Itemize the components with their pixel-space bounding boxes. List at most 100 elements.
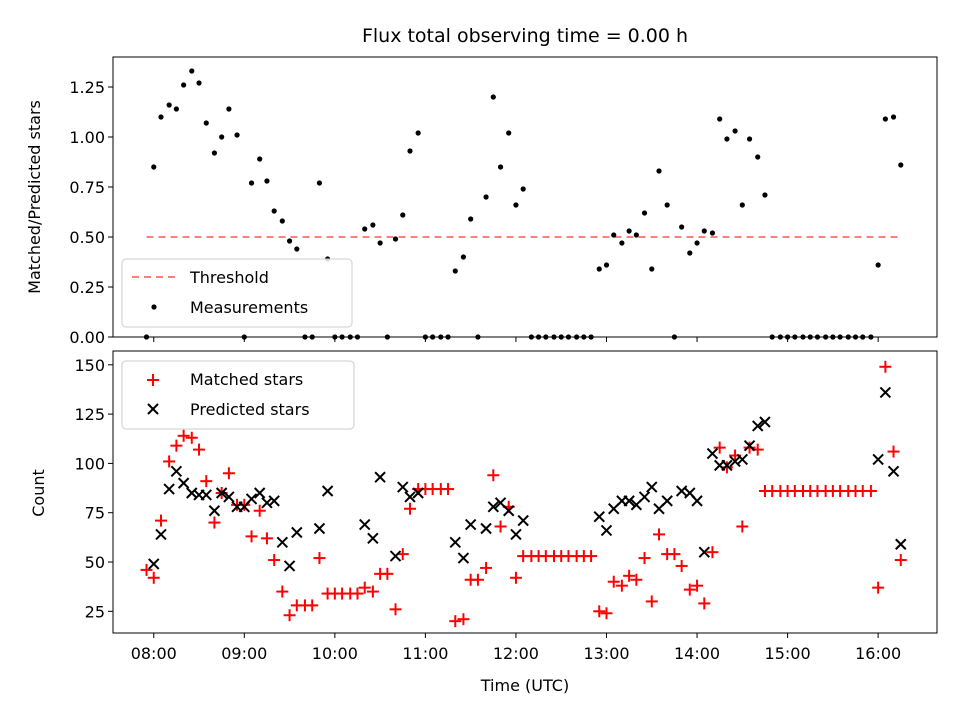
matched-star-point — [268, 554, 281, 567]
measurement-point — [362, 226, 368, 232]
matched-star-point — [691, 579, 704, 592]
bottom-y-tick-label: 25 — [85, 602, 105, 621]
matched-star-point — [147, 571, 160, 584]
matched-star-point — [457, 613, 470, 626]
matched-star-point — [449, 615, 462, 628]
x-tick-label: 16:00 — [855, 644, 901, 663]
matched-star-point — [389, 603, 402, 616]
matched-star-point — [653, 528, 666, 541]
predicted-star-point — [177, 477, 190, 489]
top-legend: Threshold Measurements — [121, 258, 353, 328]
matched-star-point — [736, 520, 749, 533]
predicted-star-point — [291, 526, 303, 539]
predicted-star-point — [148, 558, 160, 570]
matched-star-point — [245, 530, 258, 543]
measurement-point — [294, 246, 300, 252]
top-panel: Flux total observing time = 0.00 h Match… — [25, 25, 938, 347]
top-y-tick-label: 1.00 — [69, 128, 105, 147]
measurement-point — [701, 228, 707, 234]
x-tick-label: 13:00 — [583, 644, 629, 663]
measurement-point — [173, 106, 179, 112]
predicted-star-point — [412, 487, 424, 499]
measurement-point — [490, 94, 496, 100]
measurement-point — [513, 202, 519, 208]
matched-star-point — [283, 609, 296, 622]
matched-star-point — [887, 445, 900, 458]
x-axis-label: Time (UTC) — [480, 676, 569, 695]
measurement-point — [656, 168, 662, 174]
predicted-star-point — [646, 481, 658, 493]
matched-star-point — [494, 520, 507, 533]
predicted-star-point — [721, 459, 733, 472]
legend-measurements-label: Measurements — [190, 298, 308, 317]
measurement-point — [257, 156, 263, 162]
matched-star-point — [879, 360, 892, 373]
measurement-point — [370, 222, 376, 228]
predicted-star-point — [464, 518, 477, 531]
predicted-star-point — [374, 471, 386, 483]
predicted-star-point — [163, 483, 175, 495]
x-tick-label: 08:00 — [131, 644, 177, 663]
predicted-star-point — [367, 532, 379, 545]
top-y-tick-label: 0.75 — [69, 178, 105, 197]
matched-star-point — [743, 441, 756, 454]
measurement-point — [211, 150, 218, 156]
matched-star-point — [585, 550, 598, 563]
predicted-star-point — [223, 491, 235, 503]
predicted-star-point — [449, 536, 461, 548]
measurement-point — [898, 162, 904, 168]
measurement-point — [234, 132, 240, 138]
x-tick-label: 09:00 — [221, 644, 267, 663]
measurement-point — [890, 114, 897, 120]
measurement-point — [626, 228, 632, 234]
top-axes-frame — [112, 56, 938, 338]
matched-star-point — [313, 552, 326, 565]
predicted-star-point — [752, 420, 764, 432]
measurement-point — [166, 102, 172, 108]
bottom-y-ticks: 25 50 75 100 125 150 — [74, 356, 113, 621]
measurement-point — [264, 178, 270, 184]
matched-star-point — [193, 443, 206, 456]
measurement-point — [603, 262, 610, 268]
predicted-star-point — [743, 439, 756, 452]
bottom-plot-marks — [140, 360, 907, 628]
x-tick-label: 11:00 — [402, 644, 448, 663]
matched-star-point — [509, 571, 522, 584]
predicted-star-point — [487, 501, 500, 513]
bottom-legend-box — [121, 360, 355, 430]
matched-star-point — [253, 504, 266, 517]
matched-star-point — [615, 579, 628, 592]
matched-star-point — [894, 554, 907, 567]
predicted-star-point — [661, 495, 673, 507]
matched-star-point — [600, 607, 613, 620]
measurement-point — [279, 218, 285, 224]
matched-star-point — [222, 467, 235, 480]
matched-star-point — [358, 581, 371, 594]
matched-star-point — [713, 441, 726, 454]
matched-star-point — [593, 605, 606, 618]
predicted-star-point — [593, 510, 605, 523]
matched-star-point — [607, 575, 620, 588]
measurement-point — [882, 116, 888, 122]
matched-star-point — [442, 483, 455, 496]
predicted-star-point — [313, 522, 326, 535]
matched-star-point — [668, 548, 681, 561]
predicted-star-point — [268, 495, 280, 507]
x-tick-label: 14:00 — [674, 644, 720, 663]
measurement-point — [762, 192, 768, 198]
measurement-point — [732, 128, 738, 134]
predicted-star-point — [510, 528, 522, 541]
top-y-tick-label: 1.25 — [69, 78, 105, 97]
measurement-point — [679, 224, 685, 230]
measurement-point — [189, 68, 195, 74]
matched-star-point — [170, 439, 183, 452]
matched-star-point — [706, 546, 719, 559]
bottom-y-tick-label: 75 — [85, 504, 105, 523]
x-tick-label: 10:00 — [312, 644, 358, 663]
predicted-star-point — [879, 386, 892, 399]
measurement-point — [596, 266, 602, 272]
bottom-panel: Count Time (UTC) 25 50 75 100 125 150 08:00 09… — [29, 350, 938, 695]
predicted-star-point — [208, 505, 221, 517]
